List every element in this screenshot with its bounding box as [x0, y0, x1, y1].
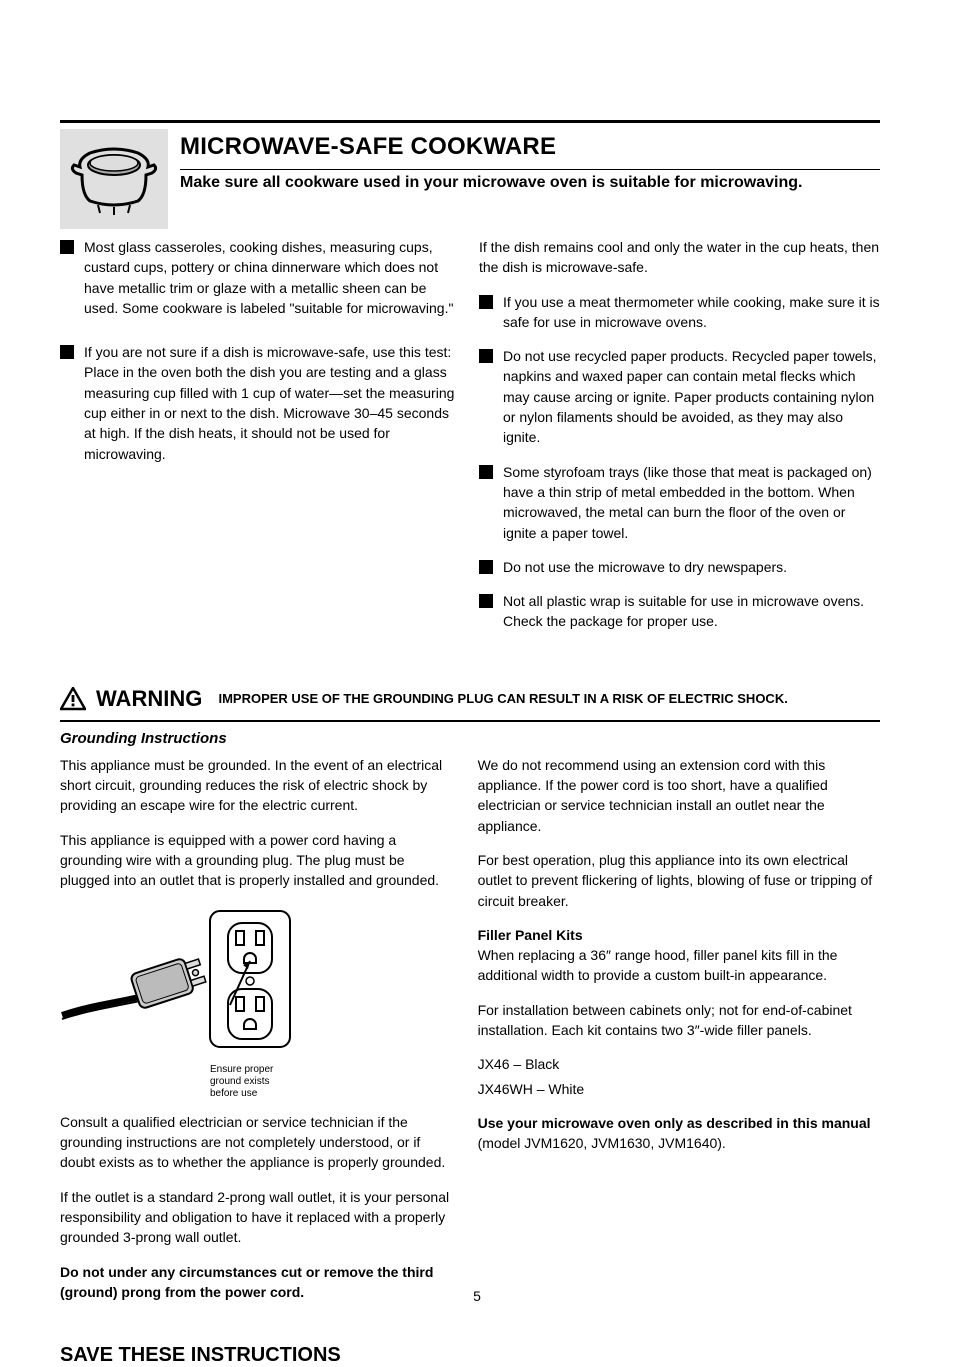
warning-subtitle: IMPROPER USE OF THE GROUNDING PLUG CAN R… [218, 691, 880, 706]
paragraph: For installation between cabinets only; … [478, 1000, 880, 1041]
bullet-text: Not all plastic wrap is suitable for use… [503, 591, 880, 632]
grounding-heading: Grounding Instructions [60, 730, 880, 747]
bullet-icon [479, 295, 493, 309]
bullet-text: If you are not sure if a dish is microwa… [84, 342, 461, 464]
bullet-text: Do not use the microwave to dry newspape… [503, 557, 787, 577]
paragraph: Filler Panel Kits When replacing a 36″ r… [478, 925, 880, 986]
paragraph: If the outlet is a standard 2-prong wall… [60, 1187, 454, 1248]
cookware-icon [60, 129, 168, 229]
bullet-icon [479, 594, 493, 608]
page-number: 5 [473, 1288, 481, 1304]
bullet-icon [479, 349, 493, 363]
bullet-text: Most glass casseroles, cooking dishes, m… [84, 237, 461, 318]
paragraph: Consult a qualified electrician or servi… [60, 1112, 454, 1173]
bullet-text: Some styrofoam trays (like those that me… [503, 462, 880, 543]
save-instructions: SAVE THESE INSTRUCTIONS [60, 1344, 880, 1367]
paragraph: Do not under any circumstances cut or re… [60, 1262, 454, 1303]
part-ref: JX46WH – White [478, 1079, 880, 1099]
warning-label: WARNING [96, 686, 208, 712]
paragraph: This appliance must be grounded. In the … [60, 755, 454, 816]
illustration-caption: Ensure proper ground exists before use [210, 1064, 290, 1100]
section-subtitle: Make sure all cookware used in your micr… [180, 174, 880, 192]
bullet-text: Do not use recycled paper products. Recy… [503, 346, 880, 447]
paragraph: Use your microwave oven only as describe… [478, 1113, 880, 1154]
section-title: MICROWAVE-SAFE COOKWARE [180, 133, 880, 161]
part-ref: JX46 – Black [478, 1054, 880, 1074]
paragraph: If the dish remains cool and only the wa… [479, 237, 880, 278]
bullet-icon [479, 465, 493, 479]
bullet-text: If you use a meat thermometer while cook… [503, 292, 880, 333]
bullet-icon [60, 345, 74, 359]
plug-illustration: Ensure proper ground exists before use [60, 905, 300, 1100]
paragraph: This appliance is equipped with a power … [60, 830, 454, 891]
paragraph: For best operation, plug this appliance … [478, 850, 880, 911]
paragraph: We do not recommend using an extension c… [478, 755, 880, 836]
bullet-icon [479, 560, 493, 574]
bullet-icon [60, 240, 74, 254]
warning-icon [60, 687, 86, 711]
